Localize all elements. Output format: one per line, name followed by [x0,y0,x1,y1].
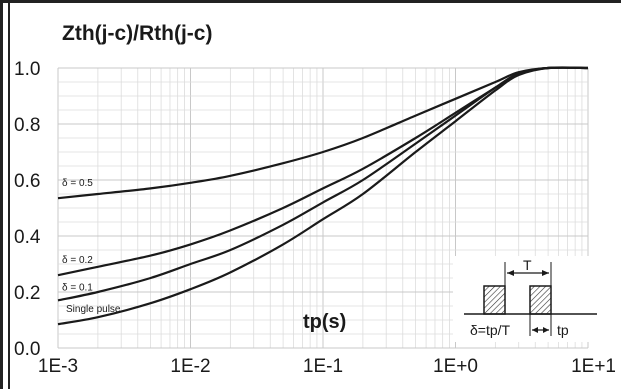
series-label-3: δ = 0.1 [62,282,93,293]
inset-period-label: T [523,257,532,273]
frame-left-border [0,0,3,389]
x-tick-label: 1E-1 [303,356,343,377]
y-tick-label: 0.8 [14,115,40,136]
inset-pulse-arrowhead-right [543,327,549,333]
x-tick-label: 1E+0 [433,356,478,377]
series-label-2: δ = 0.2 [62,255,93,266]
series-line-3 [57,66,589,302]
x-tick-label: 1E+1 [571,356,616,377]
series-curves [57,66,589,326]
series-line-4 [57,66,589,326]
x-tick-label: 1E-2 [170,356,210,377]
inset-pulse-arrowhead-left [532,327,538,333]
series-labels: δ = 0.5 δ = 0.2 δ = 0.1 Single pulse [62,178,121,315]
frame-top-border [0,0,621,3]
duty-cycle-inset: T δ=tp/T tp [453,256,608,342]
series-label-1: δ = 0.5 [62,178,93,189]
inset-duty-label: δ=tp/T [470,322,511,338]
inset-pulse-1 [483,285,506,315]
chart-title: Zth(j-c)/Rth(j-c) [62,22,212,45]
x-axis-label: tp(s) [303,311,346,333]
inset-period-arrowhead-left [507,270,514,276]
series-label-4: Single pulse [66,304,121,315]
y-tick-label: 0.4 [14,227,41,248]
inset-pulse-label: tp [557,322,569,338]
y-tick-label: 0.2 [14,283,40,304]
x-tick-label: 1E-3 [38,356,78,377]
series-line-1 [57,66,589,200]
y-tick-label: 0.0 [14,339,40,360]
y-tick-label: 0.6 [14,171,40,192]
x-axis-tick-labels: 1E-3 1E-2 1E-1 1E+0 1E+1 [38,356,616,377]
y-axis-tick-labels: 0.0 0.2 0.4 0.6 0.8 1.0 [14,59,41,360]
inset-pulse-2 [529,285,552,315]
y-tick-label: 1.0 [14,59,40,80]
inset-period-arrowhead-right [542,270,549,276]
frame-left-inner-border [8,0,10,389]
